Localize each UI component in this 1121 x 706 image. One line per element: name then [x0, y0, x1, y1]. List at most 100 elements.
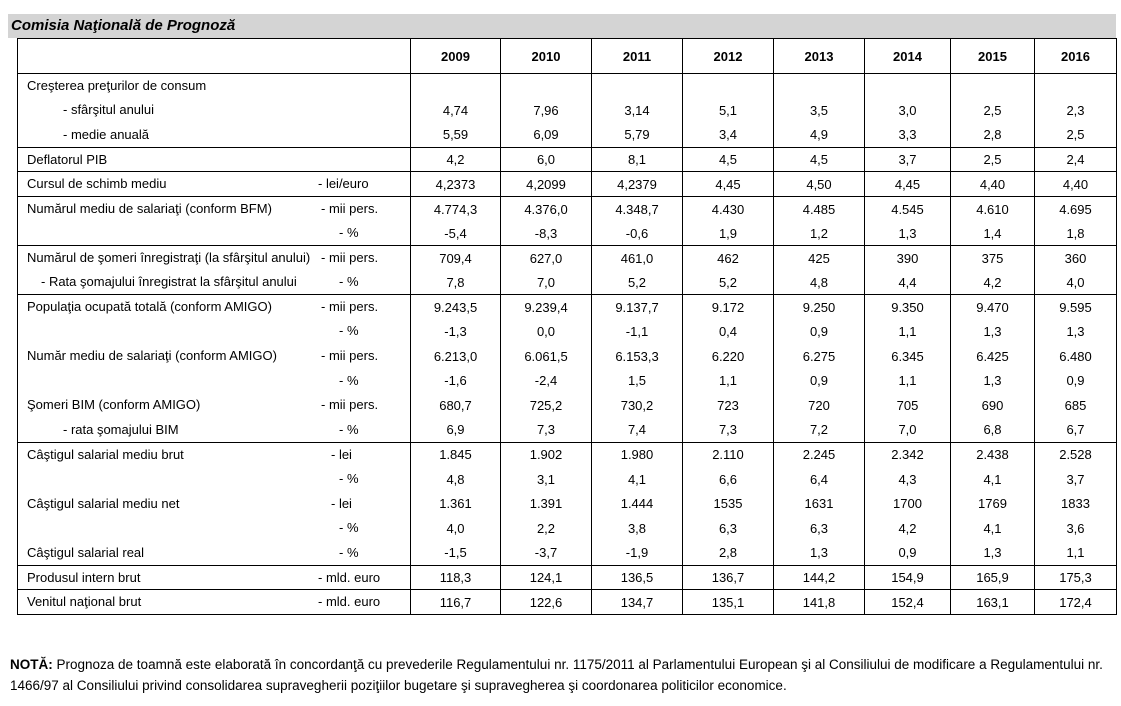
value-cell-2009: 4.774,3: [410, 196, 501, 222]
value-cell-2013: 1,3: [773, 540, 865, 566]
value-cell-2013: 9.250: [773, 294, 865, 320]
value-cell-2014: 6.345: [864, 344, 951, 369]
value-cell-2014: 705: [864, 393, 951, 418]
value-cell-2014: 154,9: [864, 565, 951, 591]
value-cell-2010: 3,1: [500, 467, 592, 492]
value-cell-2011: 4,2379: [591, 171, 683, 197]
row-unit: - mld. euro: [318, 594, 381, 610]
row-label-cell: Şomeri BIM (conform AMIGO) - mii pers.: [17, 393, 411, 418]
value-cell-2012: 7,3: [682, 417, 774, 443]
forecast-table: 2009 2010 2011 2012 2013 2014 2015 2016 Creşter…: [17, 38, 1117, 616]
value-cell-2016: 1,1: [1034, 540, 1117, 566]
value-cell-2015: 1,3: [950, 319, 1035, 345]
row-label-cell: Numărul mediu de salariaţi (conform BFM)…: [17, 196, 411, 222]
value-cell-2014: 3,7: [864, 147, 951, 173]
footnote: NOTĂ: Prognoza de toamnă este elaborată …: [10, 654, 1110, 696]
value-cell-2012: 3,4: [682, 122, 774, 148]
row-label-cell: Venitul naţional brut - mld. euro: [17, 589, 411, 616]
value-cell-2015: 4,1: [950, 516, 1035, 541]
value-cell-2010: 6,0: [500, 147, 592, 173]
row-label-cell: - %: [17, 467, 411, 492]
value-cell-2013: 6,3: [773, 516, 865, 541]
value-cell-2013: 0,9: [773, 319, 865, 345]
value-cell-2013: 144,2: [773, 565, 865, 591]
value-cell-2013: 4,9: [773, 122, 865, 148]
value-cell-2014: 1,3: [864, 221, 951, 247]
value-cell-2013: 4,50: [773, 171, 865, 197]
value-cell-2009: 680,7: [410, 393, 501, 418]
value-cell-2012: 9.172: [682, 294, 774, 320]
value-cell-2016: 2.528: [1034, 442, 1117, 467]
value-cell-2015: 4,1: [950, 467, 1035, 492]
value-cell-2012: 2.110: [682, 442, 774, 467]
row-label-cell: Deflatorul PIB: [17, 147, 411, 173]
value-cell-2016: 360: [1034, 245, 1117, 271]
value-cell-2012: 4,5: [682, 147, 774, 173]
row-label: - medie anuală: [63, 126, 149, 142]
row-label-cell: Produsul intern brut - mld. euro: [17, 565, 411, 591]
value-cell-2012: 136,7: [682, 565, 774, 591]
row-label-cell: - %: [17, 516, 411, 541]
row-label: Deflatorul PIB: [27, 151, 108, 167]
value-cell-2012: 0,4: [682, 319, 774, 345]
value-cell-2016: 2,4: [1034, 147, 1117, 173]
value-cell-2011: 4.348,7: [591, 196, 683, 222]
value-cell-2010: 9.239,4: [500, 294, 592, 320]
row-label: Număr mediu de salariaţi (conform AMIGO): [27, 348, 277, 364]
table-row: Şomeri BIM (conform AMIGO) - mii pers. 680…: [17, 393, 1117, 418]
value-cell-2014: 4,2: [864, 516, 951, 541]
row-unit: - mii pers.: [321, 250, 379, 266]
value-cell-2014: 1,1: [864, 319, 951, 345]
table-row: Populaţia ocupată totală (conform AMIGO)…: [17, 294, 1117, 320]
value-cell-2009: 9.243,5: [410, 294, 501, 320]
table-row: - rata şomajului BIM - % 6,9 7,3 7,4 7,3 7,2 7,…: [17, 417, 1117, 443]
value-cell-2013: 6.275: [773, 344, 865, 369]
value-cell-2009: [410, 73, 501, 99]
row-label-cell: - %: [17, 319, 411, 345]
value-cell-2011: -1,1: [591, 319, 683, 345]
year-header: 2009: [410, 38, 501, 74]
year-header: 2016: [1034, 38, 1117, 74]
row-unit: - %: [339, 225, 359, 241]
value-cell-2014: 390: [864, 245, 951, 271]
value-cell-2014: 3,3: [864, 122, 951, 148]
value-cell-2015: 163,1: [950, 589, 1035, 616]
value-cell-2014: 2.342: [864, 442, 951, 467]
year-header: 2011: [591, 38, 683, 74]
value-cell-2015: 1769: [950, 491, 1035, 517]
page-title: Comisia Naţională de Prognoză: [11, 17, 236, 34]
value-cell-2010: 6.061,5: [500, 344, 592, 369]
table-row: Deflatorul PIB 4,2 6,0 8,1 4,5 4,5 3,7 2,5 2,4: [17, 147, 1117, 173]
row-unit: - %: [339, 372, 359, 388]
row-unit: - lei/euro: [318, 176, 369, 192]
value-cell-2009: 4,0: [410, 516, 501, 541]
row-label-cell: Câştigul salarial mediu brut - lei: [17, 442, 411, 467]
value-cell-2016: 3,7: [1034, 467, 1117, 492]
row-label-cell: Cursul de schimb mediu - lei/euro: [17, 171, 411, 197]
row-label-cell: - medie anuală: [17, 122, 411, 148]
table-row: Numărul mediu de salariaţi (conform BFM)…: [17, 196, 1117, 222]
value-cell-2013: [773, 73, 865, 99]
value-cell-2016: 1,8: [1034, 221, 1117, 247]
value-cell-2014: [864, 73, 951, 99]
value-cell-2011: 1.444: [591, 491, 683, 517]
row-unit: - %: [339, 323, 359, 339]
year-header: 2015: [950, 38, 1035, 74]
value-cell-2009: -1,3: [410, 319, 501, 345]
value-cell-2013: 6,4: [773, 467, 865, 492]
value-cell-2015: [950, 73, 1035, 99]
value-cell-2010: -2,4: [500, 368, 592, 394]
value-cell-2009: 6.213,0: [410, 344, 501, 369]
value-cell-2013: 2.245: [773, 442, 865, 467]
value-cell-2012: 1535: [682, 491, 774, 517]
value-cell-2014: 7,0: [864, 417, 951, 443]
row-unit: - %: [339, 520, 359, 536]
value-cell-2011: -0,6: [591, 221, 683, 247]
value-cell-2009: -1,6: [410, 368, 501, 394]
value-cell-2015: 4.610: [950, 196, 1035, 222]
value-cell-2012: 462: [682, 245, 774, 271]
value-cell-2010: 2,2: [500, 516, 592, 541]
value-cell-2010: 7,3: [500, 417, 592, 443]
value-cell-2016: 0,9: [1034, 368, 1117, 394]
value-cell-2014: 4.545: [864, 196, 951, 222]
